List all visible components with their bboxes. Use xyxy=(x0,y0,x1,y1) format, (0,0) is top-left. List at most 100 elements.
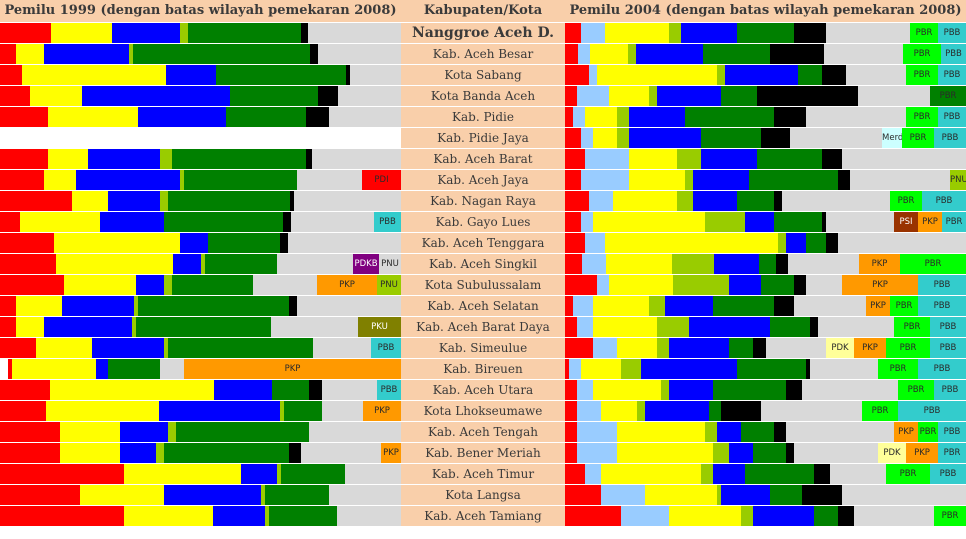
bar-segment-pemilu_2004-13-7 xyxy=(794,296,866,316)
bar-segment-pemilu_1999-7-2 xyxy=(76,170,180,190)
bar-segment-pemilu_2004-1-7 xyxy=(824,44,903,64)
bar-segment-pemilu_1999-12-2 xyxy=(136,275,164,295)
bar-segment-pemilu_1999-14-0 xyxy=(0,317,16,337)
bar-segment-pemilu_2004-7-3 xyxy=(685,170,693,190)
bar-segment-pemilu_2004-0-2 xyxy=(605,23,669,43)
region-label: Kota Langsa xyxy=(401,485,565,505)
bar-segment-pemilu_2004-3-6 xyxy=(757,86,858,106)
bar-segment-pemilu_2004-10-3 xyxy=(778,233,786,253)
bar-segment-pemilu_2004-10-6 xyxy=(826,233,838,253)
bar-segment-pemilu_1999-18-1 xyxy=(46,401,159,421)
bar-segment-pemilu_2004-16-7 xyxy=(810,359,878,379)
bar-segment-pemilu_2004-6-2 xyxy=(629,149,677,169)
bar-segment-pemilu_1999-16-5 xyxy=(160,359,184,379)
bar-segment-pemilu_2004-14-3 xyxy=(657,317,689,337)
bar-segment-pemilu_1999-9-6: PBB xyxy=(374,212,401,232)
bar-segment-pemilu_2004-3-8: PBR xyxy=(930,86,966,106)
bar-segment-pemilu_1999-6-6 xyxy=(312,149,401,169)
bar-segment-pemilu_2004-15-1 xyxy=(593,338,617,358)
bar-segment-pemilu_1999-4-0 xyxy=(0,107,48,127)
bar-segment-pemilu_2004-8-9: PBB xyxy=(922,191,966,211)
bar-segment-pemilu_1999-16-0 xyxy=(0,359,8,379)
bar-segment-pemilu_1999-4-3 xyxy=(226,107,306,127)
region-label: Kab. Gayo Lues xyxy=(401,212,565,232)
bar-segment-pemilu_1999-8-5 xyxy=(290,191,294,211)
bar-segment-pemilu_1999-12-6: PKP xyxy=(317,275,377,295)
bar-segment-pemilu_1999-10-1 xyxy=(54,233,180,253)
bar-segment-pemilu_1999-8-0 xyxy=(0,191,72,211)
bar-segment-pemilu_1999-10-5 xyxy=(288,233,401,253)
bar-segment-pemilu_1999-10-0 xyxy=(0,233,54,253)
bar-segment-pemilu_2004-16-5 xyxy=(737,359,806,379)
bar-segment-pemilu_2004-18-0 xyxy=(565,401,577,421)
bar-segment-pemilu_2004-18-7 xyxy=(761,401,862,421)
bar-segment-pemilu_1999-13-4 xyxy=(138,296,289,316)
bar-segment-pemilu_1999-13-1 xyxy=(16,296,62,316)
bar-segment-pemilu_2004-23-6 xyxy=(838,506,854,526)
bar-segment-pemilu_2004-15-8: PDK xyxy=(826,338,854,358)
bar-segment-pemilu_1999-15-2 xyxy=(92,338,164,358)
bar-segment-pemilu_2004-18-6 xyxy=(721,401,761,421)
bar-segment-pemilu_2004-11-1 xyxy=(582,254,606,274)
bar-segment-pemilu_1999-12-0 xyxy=(0,275,64,295)
bar-segment-pemilu_2004-20-1 xyxy=(577,443,617,463)
bar-segment-pemilu_1999-3-0 xyxy=(0,86,30,106)
bar-segment-pemilu_1999-4-1 xyxy=(48,107,138,127)
bar-segment-pemilu_1999-20-0 xyxy=(0,443,60,463)
bar-segment-pemilu_2004-10-0 xyxy=(565,233,585,253)
bar-segment-pemilu_2004-23-7 xyxy=(854,506,934,526)
bar-segment-pemilu_2004-22-4 xyxy=(721,485,770,505)
bar-segment-pemilu_1999-11-6: PDKB xyxy=(353,254,379,274)
bar-segment-pemilu_2004-19-2 xyxy=(617,422,705,442)
bar-segment-pemilu_1999-0-5 xyxy=(301,23,308,43)
region-label: Kab. Pidie Jaya xyxy=(401,128,565,148)
bar-segment-pemilu_2004-19-3 xyxy=(705,422,717,442)
bar-segment-pemilu_1999-20-7: PKP xyxy=(381,443,401,463)
bar-segment-pemilu_2004-13-8: PKP xyxy=(866,296,890,316)
bar-segment-pemilu_2004-2-5 xyxy=(798,65,822,85)
bar-segment-pemilu_2004-1-2 xyxy=(590,44,628,64)
region-label: Kab. Aceh Singkil xyxy=(401,254,565,274)
bar-segment-pemilu_2004-9-2 xyxy=(593,212,705,232)
bar-segment-pemilu_2004-6-1 xyxy=(585,149,629,169)
bar-segment-pemilu_1999-16-4 xyxy=(108,359,160,379)
bar-segment-pemilu_1999-17-0 xyxy=(0,380,50,400)
bar-segment-pemilu_1999-22-1 xyxy=(80,485,164,505)
bar-segment-pemilu_2004-20-5 xyxy=(753,443,786,463)
bar-segment-pemilu_2004-22-1 xyxy=(601,485,645,505)
bar-segment-pemilu_1999-22-3 xyxy=(261,485,265,505)
bar-segment-pemilu_2004-20-4 xyxy=(729,443,753,463)
bar-segment-pemilu_1999-6-3 xyxy=(160,149,172,169)
bar-segment-pemilu_2004-19-1 xyxy=(577,422,617,442)
bar-segment-pemilu_2004-7-7 xyxy=(850,170,950,190)
bar-segment-pemilu_1999-3-3 xyxy=(230,86,318,106)
bar-segment-pemilu_1999-6-2 xyxy=(88,149,160,169)
bar-segment-pemilu_1999-19-2 xyxy=(120,422,168,442)
bar-segment-pemilu_1999-8-4 xyxy=(168,191,290,211)
bar-segment-pemilu_2004-0-5 xyxy=(737,23,794,43)
bar-segment-pemilu_2004-18-3 xyxy=(637,401,645,421)
region-label: Kab. Aceh Timur xyxy=(401,464,565,484)
bar-segment-pemilu_2004-17-5 xyxy=(713,380,786,400)
bar-segment-pemilu_2004-16-1 xyxy=(569,359,581,379)
bar-segment-pemilu_2004-15-11: PBB xyxy=(930,338,966,358)
region-label: Kota Sabang xyxy=(401,65,565,85)
bar-segment-pemilu_2004-15-0 xyxy=(565,338,593,358)
bar-segment-pemilu_1999-10-4 xyxy=(280,233,288,253)
bar-segment-pemilu_2004-9-0 xyxy=(565,212,581,232)
bar-segment-pemilu_1999-20-6 xyxy=(301,443,381,463)
bar-segment-pemilu_1999-23-2 xyxy=(213,506,265,526)
bar-segment-pemilu_2004-22-3 xyxy=(717,485,721,505)
bar-segment-pemilu_1999-18-4 xyxy=(284,401,322,421)
bar-segment-pemilu_2004-5-3 xyxy=(617,128,629,148)
bar-segment-pemilu_1999-11-5 xyxy=(277,254,353,274)
bar-segment-pemilu_2004-21-8: PBR xyxy=(886,464,930,484)
bar-segment-pemilu_2004-2-9: PBB xyxy=(938,65,966,85)
bar-segment-pemilu_1999-0-3 xyxy=(180,23,188,43)
bar-segment-pemilu_2004-4-1 xyxy=(573,107,585,127)
bar-segment-pemilu_2004-18-1 xyxy=(577,401,601,421)
bar-segment-pemilu_1999-19-4 xyxy=(176,422,309,442)
bar-segment-pemilu_1999-9-3 xyxy=(164,212,283,232)
bar-segment-pemilu_2004-11-6 xyxy=(776,254,788,274)
bar-segment-pemilu_1999-2-1 xyxy=(22,65,166,85)
